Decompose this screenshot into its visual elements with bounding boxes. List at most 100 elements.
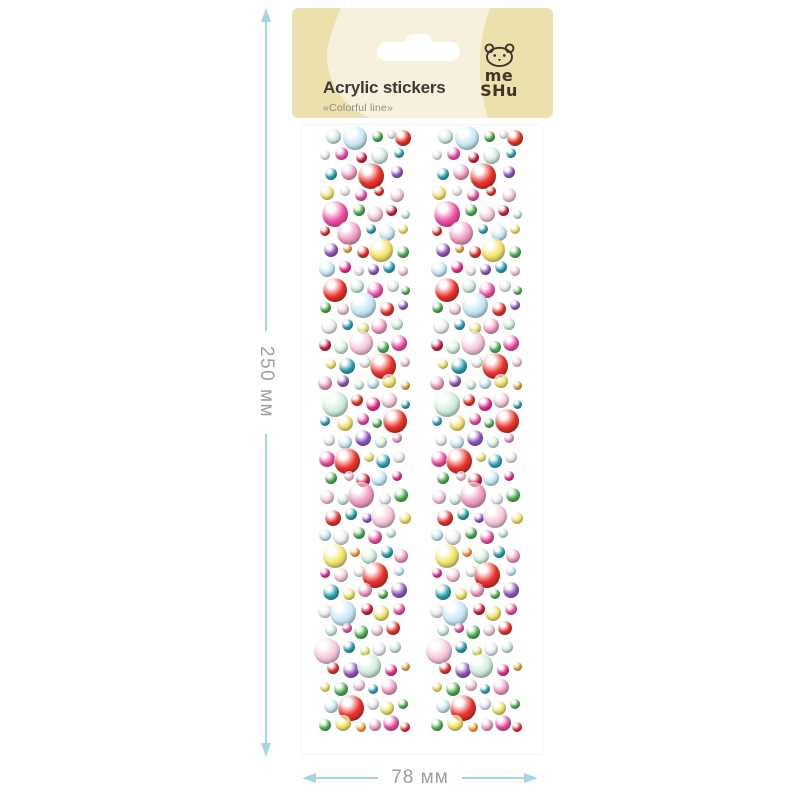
bead bbox=[492, 701, 506, 715]
bead bbox=[341, 318, 353, 330]
bead bbox=[438, 359, 448, 369]
bead bbox=[449, 303, 461, 315]
bead bbox=[379, 225, 395, 241]
bead bbox=[461, 331, 485, 355]
dimension-line-segment bbox=[461, 777, 525, 779]
bead bbox=[390, 188, 404, 202]
dimension-line-segment bbox=[316, 777, 379, 779]
bear-icon bbox=[484, 43, 514, 68]
bead bbox=[426, 638, 452, 664]
bead bbox=[453, 164, 469, 180]
height-dimension-arrow: 250 мм bbox=[256, 8, 277, 758]
bead bbox=[491, 225, 507, 241]
bead bbox=[343, 662, 359, 678]
bead bbox=[435, 544, 459, 568]
bead bbox=[334, 448, 360, 474]
bead bbox=[325, 168, 337, 180]
bead bbox=[399, 512, 411, 524]
brand-text-me: me bbox=[484, 66, 514, 85]
hang-hole bbox=[377, 42, 460, 61]
bead bbox=[393, 451, 405, 463]
bead bbox=[383, 409, 407, 433]
bead bbox=[366, 224, 376, 234]
bead bbox=[479, 263, 491, 275]
bead bbox=[449, 415, 465, 431]
bead bbox=[484, 642, 498, 656]
bead bbox=[323, 278, 347, 302]
bead bbox=[371, 504, 395, 528]
bead bbox=[506, 549, 520, 563]
bead bbox=[326, 359, 336, 369]
bead bbox=[400, 380, 410, 390]
bead bbox=[481, 719, 493, 731]
bead bbox=[485, 605, 501, 621]
bead bbox=[319, 339, 331, 351]
bead bbox=[498, 621, 512, 635]
bead bbox=[321, 318, 337, 334]
bead bbox=[381, 679, 397, 695]
bead bbox=[319, 719, 331, 731]
bead bbox=[319, 261, 335, 277]
bead bbox=[451, 261, 463, 273]
bead bbox=[383, 261, 395, 273]
bead bbox=[357, 246, 369, 258]
bead bbox=[398, 300, 408, 310]
bead bbox=[457, 508, 469, 520]
bead bbox=[465, 204, 477, 216]
bead bbox=[325, 510, 341, 526]
bead bbox=[467, 430, 483, 446]
bead bbox=[449, 375, 461, 387]
bead bbox=[501, 641, 513, 653]
bead bbox=[493, 392, 509, 408]
bead bbox=[353, 527, 365, 539]
bead bbox=[338, 435, 352, 449]
bead bbox=[391, 318, 403, 330]
bead bbox=[400, 357, 410, 367]
bead bbox=[432, 416, 442, 426]
bead bbox=[325, 128, 341, 144]
bead bbox=[478, 397, 492, 411]
bead bbox=[324, 243, 338, 257]
bead bbox=[432, 226, 442, 236]
product-title: Acrylic stickers bbox=[323, 78, 446, 97]
bead bbox=[493, 546, 505, 558]
bead bbox=[386, 528, 396, 538]
bead bbox=[454, 623, 464, 633]
bead bbox=[342, 623, 352, 633]
bead bbox=[350, 279, 364, 293]
bead bbox=[452, 186, 462, 196]
bead bbox=[337, 493, 349, 505]
bead bbox=[510, 266, 520, 276]
bead bbox=[334, 340, 348, 354]
bead bbox=[320, 490, 334, 504]
bead bbox=[358, 163, 384, 189]
bead bbox=[376, 454, 390, 468]
bead bbox=[327, 662, 339, 674]
bead bbox=[386, 129, 396, 139]
bead bbox=[382, 374, 396, 388]
bead bbox=[483, 130, 495, 142]
bead bbox=[383, 715, 399, 731]
bead bbox=[394, 148, 404, 158]
bead bbox=[510, 224, 520, 234]
bead bbox=[343, 126, 367, 150]
bead bbox=[504, 471, 514, 481]
bead bbox=[379, 493, 391, 505]
bead bbox=[455, 126, 479, 150]
bead bbox=[467, 189, 479, 201]
bead bbox=[334, 146, 348, 160]
bead bbox=[339, 261, 351, 273]
bead bbox=[455, 641, 467, 653]
bead bbox=[394, 488, 408, 502]
bead bbox=[469, 413, 481, 425]
bead bbox=[486, 186, 496, 196]
bead bbox=[371, 130, 383, 142]
bead bbox=[324, 699, 338, 713]
bead bbox=[505, 451, 517, 463]
bead bbox=[400, 399, 410, 409]
bead bbox=[337, 303, 349, 315]
bead bbox=[367, 377, 379, 389]
bead bbox=[483, 318, 499, 334]
bead bbox=[480, 684, 490, 694]
bead bbox=[394, 549, 408, 563]
